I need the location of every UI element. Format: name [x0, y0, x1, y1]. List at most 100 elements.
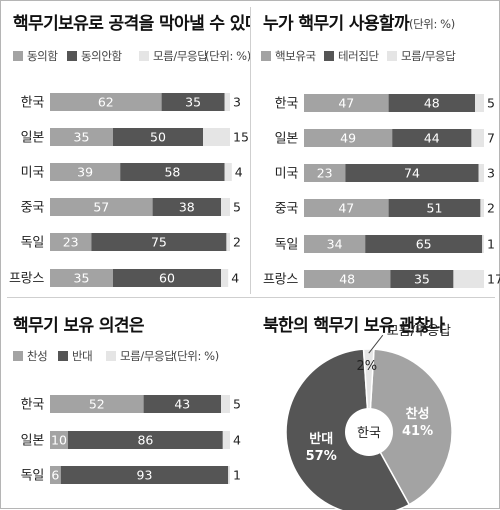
slice-value: 57% [306, 449, 337, 464]
data-label: 38 [179, 200, 195, 215]
bar-segment-pale [226, 233, 230, 251]
bar-segment-light [50, 466, 61, 484]
pie-slice-light [368, 348, 453, 506]
leader-line [368, 334, 384, 354]
category-label: 프랑스 [9, 272, 44, 287]
slice-value: 2% [356, 359, 377, 374]
chart-title: 북한의 핵무기 보유 괜찮나 [263, 316, 445, 336]
data-label: 17 [487, 272, 500, 287]
bar-segment-dark [68, 431, 223, 449]
category-label: 일본 [21, 131, 45, 146]
chart-panel-north-korea-pie: 북한의 핵무기 보유 괜찮나 찬성 41% 반대 57% 2% 모름/무응답 한국 [251, 298, 500, 510]
data-label: 48 [339, 272, 355, 287]
category-label: 프랑스 [263, 273, 298, 288]
category-label: 일본 [275, 132, 299, 147]
bar-segment-pale [203, 128, 230, 146]
bar-segment-light [50, 163, 121, 181]
bar-segment-pale [224, 163, 232, 181]
legend-label: 모름/무응답 [401, 49, 456, 63]
bar-segment-pale [228, 466, 230, 484]
bar-segment-pale [453, 270, 484, 288]
data-label: 65 [416, 237, 432, 252]
data-label: 7 [487, 131, 495, 146]
category-label: 중국 [21, 201, 45, 216]
data-label: 50 [150, 130, 166, 145]
bar-segment-light [304, 94, 389, 112]
data-label: 5 [233, 200, 241, 215]
bar-segment-light [304, 270, 391, 288]
chart-panel-possession-opinion: 핵무기 보유 의견은 찬성 반대 모름/무응답 (단위: %) 한국 52 43 5 일본 10 86… [1, 298, 250, 510]
bar-segment-dark [388, 94, 475, 112]
legend-label: 동의안함 [81, 49, 123, 63]
data-label: 47 [338, 201, 354, 216]
chart-title: 핵무기보유로 공격을 막아낼 수 있다 [13, 14, 250, 34]
chart-title: 핵무기 보유 의견은 [13, 316, 145, 336]
data-label: 3 [487, 166, 495, 181]
bar-segment-dark [91, 233, 227, 251]
data-label: 60 [159, 271, 175, 286]
data-label: 3 [233, 95, 241, 110]
data-label: 1 [233, 468, 241, 483]
bar-segment-pale [222, 431, 230, 449]
bar-segment-pale [475, 94, 484, 112]
slice-value: 41% [402, 424, 433, 439]
chart-panel-who-uses: 누가 핵무기 사용할까 (단위: %) 핵보유국 테러집단 모름/무응답 한국 47 48 5 일… [251, 1, 500, 297]
unit-label: (단위: %) [409, 17, 455, 31]
bar-segment-light [50, 93, 162, 111]
bar-segment-light [304, 235, 366, 253]
data-label: 23 [63, 235, 79, 250]
unit-label: (단위: %) [205, 49, 250, 63]
category-label: 독일 [21, 469, 44, 484]
bar-segment-dark [60, 466, 229, 484]
legend-swatch-dark [58, 351, 68, 361]
bar-segment-pale [480, 199, 484, 217]
data-label: 35 [74, 130, 90, 145]
bar-segment-light [50, 198, 153, 216]
bar-segment-dark [120, 163, 225, 181]
bar-segment-light [50, 233, 92, 251]
legend-label: 핵보유국 [275, 49, 316, 63]
bar-segment-light [304, 164, 346, 182]
horizontal-divider [7, 297, 495, 298]
category-label: 일본 [21, 434, 45, 449]
chart-panel-deterrence: 핵무기보유로 공격을 막아낼 수 있다 동의함 동의안함 모름/무응답 (단위: %) 한… [1, 1, 250, 297]
data-label: 74 [404, 166, 420, 181]
data-label: 48 [424, 96, 440, 111]
data-label: 4 [231, 271, 239, 286]
data-label: 57 [93, 200, 109, 215]
data-label: 43 [174, 397, 190, 412]
bar-segment-dark [392, 129, 472, 147]
data-label: 44 [424, 131, 440, 146]
legend-label: 모름/무응답 [120, 349, 175, 363]
data-label: 5 [233, 397, 241, 412]
bar-segment-dark [388, 199, 481, 217]
legend-label: 동의함 [27, 49, 58, 63]
data-label: 39 [77, 165, 93, 180]
category-label: 독일 [275, 238, 298, 253]
bar-segment-dark [390, 270, 454, 288]
slice-label: 반대 [309, 431, 333, 447]
bar-segment-light [50, 128, 113, 146]
bar-segment-dark [113, 128, 203, 146]
bar-segment-dark [143, 395, 221, 413]
data-label: 35 [414, 272, 430, 287]
legend-label: 찬성 [27, 349, 47, 363]
data-label: 75 [151, 235, 167, 250]
data-label: 35 [185, 95, 201, 110]
data-label: 86 [137, 433, 153, 448]
data-label: 34 [327, 237, 343, 252]
category-label: 한국 [21, 398, 45, 413]
bar-segment-dark [345, 164, 479, 182]
data-label: 58 [164, 165, 180, 180]
category-label: 독일 [21, 236, 44, 251]
bar-segment-dark [161, 93, 225, 111]
data-label: 4 [233, 433, 241, 448]
data-label: 47 [338, 96, 354, 111]
bar-segment-pale [221, 269, 229, 287]
data-label: 52 [89, 397, 105, 412]
category-label: 한국 [21, 96, 45, 111]
unit-label: (단위: %) [173, 349, 219, 363]
